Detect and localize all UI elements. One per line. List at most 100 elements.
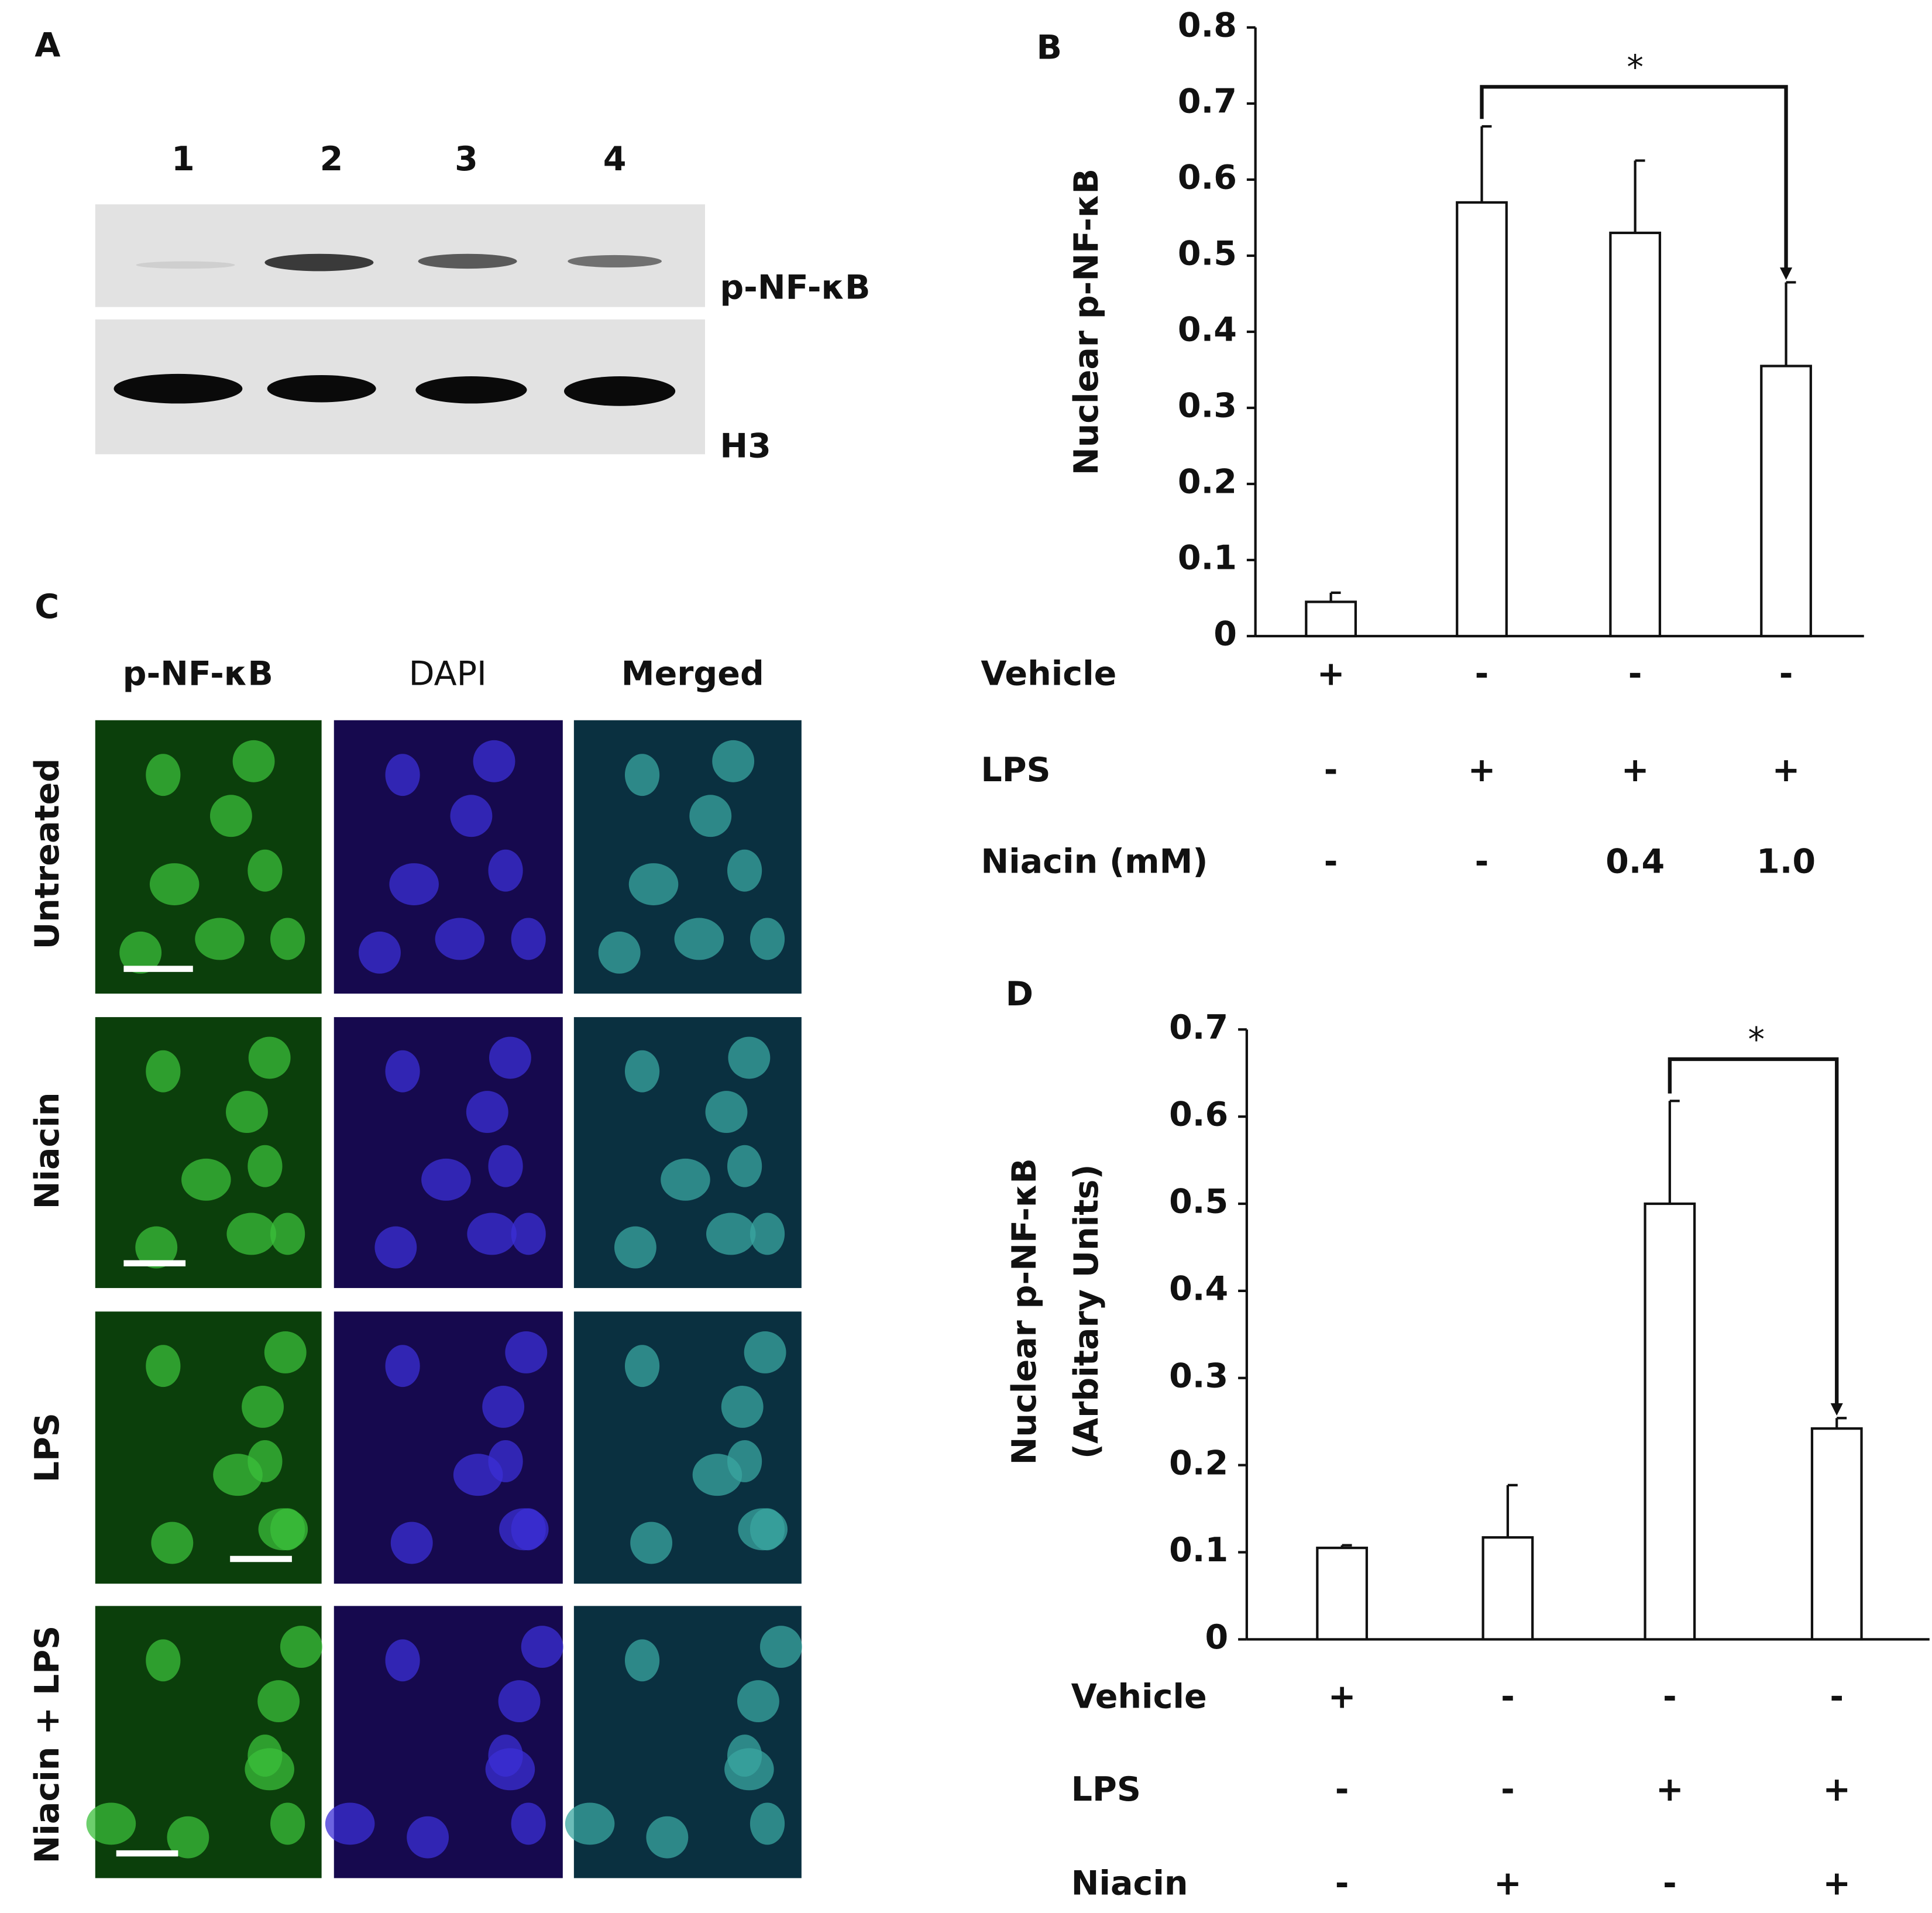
cell [151,1522,194,1564]
cell [146,1050,181,1093]
significance-bracket [1668,1057,1839,1406]
cell [624,1345,660,1387]
band-label: H3 [720,427,771,465]
band-label: p-NF-κB [720,269,870,307]
condition-name: Vehicle [1071,1677,1207,1716]
cell [488,1145,523,1187]
column-header: p-NF-κB [123,654,273,693]
cell [598,931,641,974]
cell [325,1802,375,1845]
cell [270,1508,305,1551]
cell [744,1331,786,1373]
cell [242,1386,284,1428]
cell [232,740,275,782]
cell [498,1680,541,1723]
cell [407,1816,449,1859]
cell [149,863,200,905]
y-axis-label: Nuclear p-NF-κB [1005,1158,1044,1465]
condition-value: + [1772,751,1800,789]
cell [750,918,785,960]
condition-value: 1.0 [1756,843,1816,881]
cell [482,1386,525,1428]
band [418,253,517,269]
condition-value: - [1628,654,1642,693]
lane-label: 2 [320,140,343,178]
cell [721,1386,764,1428]
cell [421,1158,471,1201]
arrowhead [1779,267,1793,280]
row-label: LPS [28,1413,67,1482]
y-tick-label: 0.2 [1178,463,1237,502]
cell [630,1522,673,1564]
cell [750,1508,785,1551]
cell [385,1050,420,1093]
condition-name: LPS [1071,1770,1141,1809]
significance-bracket [1480,85,1788,270]
cell [727,1145,762,1187]
cell [135,1226,178,1269]
panel-label: C [35,588,59,626]
condition-name: Niacin (mM) [981,843,1208,881]
cell [565,1802,615,1845]
lane-label: 4 [603,140,627,178]
cell [624,1639,660,1682]
condition-value: + [1328,1677,1356,1716]
cell [167,1816,209,1859]
condition-value: + [1656,1770,1684,1809]
condition-value: - [1324,751,1338,789]
bar [1305,600,1357,638]
cell [488,1440,523,1482]
panel-label: A [35,26,60,64]
condition-value: - [1779,654,1793,693]
condition-value: - [1663,1677,1677,1716]
row-label: Niacin [28,1092,67,1209]
cell [466,1091,508,1134]
significance-label: * [1748,1021,1765,1059]
y-tick-label: 0.5 [1169,1183,1228,1221]
condition-value: - [1335,1864,1349,1903]
band [267,375,376,403]
cell [195,918,245,960]
cell [385,1345,420,1387]
cell [661,1158,710,1201]
bar [1316,1546,1369,1641]
y-tick-label: 0.3 [1178,387,1237,425]
bar [1644,1202,1696,1641]
cell [727,1735,762,1777]
cell [706,1213,756,1255]
column-header: DAPI [409,654,487,693]
condition-name: LPS [981,751,1050,789]
cell [247,849,283,892]
condition-value: + [1823,1864,1851,1903]
cell [270,1802,305,1845]
y-tick-label: 0.1 [1178,539,1237,578]
condition-value: + [1468,751,1496,789]
cell [750,1802,785,1845]
y-tick-label: 0 [1213,615,1237,654]
y-tick-label: 0.7 [1169,1008,1228,1047]
lane-label: 1 [171,140,195,178]
arrowhead [1830,1403,1843,1416]
cell [374,1226,417,1269]
y-tick-label: 0.6 [1178,159,1237,197]
y-tick-label: 0.2 [1169,1444,1228,1482]
y-tick-label: 0.8 [1178,6,1237,45]
y-axis-label: (Arbitary Units) [1067,1164,1106,1459]
condition-name: Niacin [1071,1864,1188,1903]
band [568,255,662,268]
cell [488,849,523,892]
cell [505,1331,548,1373]
cell [247,1735,283,1777]
condition-value: 0.4 [1606,843,1665,881]
cell [674,918,724,960]
y-tick-label: 0.4 [1178,311,1237,349]
cell [390,1522,433,1564]
bar [1481,1536,1534,1641]
cell [226,1213,276,1255]
condition-value: - [1663,1864,1677,1903]
condition-name: Vehicle [981,654,1116,693]
cell [511,1802,546,1845]
cell [489,1036,531,1079]
y-tick-label: 0 [1205,1618,1228,1657]
cell [270,1213,305,1255]
